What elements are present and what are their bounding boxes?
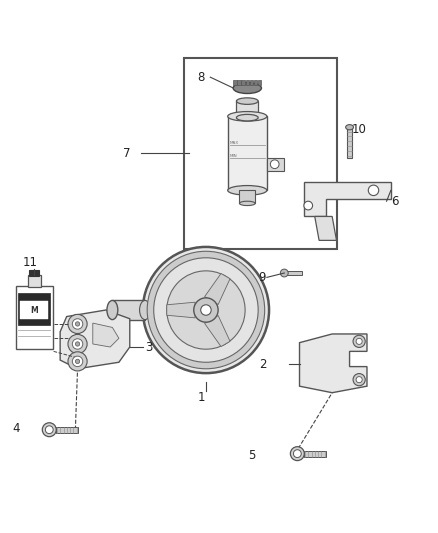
Text: 11: 11 <box>22 256 37 269</box>
Bar <box>237 80 241 85</box>
Circle shape <box>68 334 87 353</box>
Bar <box>228 116 267 190</box>
Circle shape <box>270 160 279 168</box>
Bar <box>28 275 41 287</box>
Bar <box>113 301 145 320</box>
Bar <box>241 80 245 85</box>
Polygon shape <box>60 310 130 369</box>
Circle shape <box>368 185 379 196</box>
Circle shape <box>154 258 258 362</box>
Circle shape <box>353 374 365 386</box>
Text: 3: 3 <box>145 341 152 353</box>
Circle shape <box>290 447 304 461</box>
Bar <box>258 80 261 85</box>
Text: 5: 5 <box>248 449 255 462</box>
Bar <box>347 127 352 158</box>
Bar <box>29 270 39 276</box>
Circle shape <box>304 201 313 210</box>
Bar <box>240 190 255 204</box>
Text: MIN: MIN <box>230 154 237 158</box>
Text: M: M <box>30 306 38 316</box>
Polygon shape <box>267 158 284 171</box>
Circle shape <box>143 247 269 373</box>
Circle shape <box>167 271 245 349</box>
Circle shape <box>293 450 301 457</box>
Ellipse shape <box>140 301 150 320</box>
Bar <box>304 450 326 457</box>
Circle shape <box>280 269 288 277</box>
Text: 2: 2 <box>259 358 266 371</box>
Bar <box>15 286 53 349</box>
Circle shape <box>75 322 80 326</box>
Text: 7: 7 <box>123 147 131 160</box>
Circle shape <box>75 342 80 346</box>
Circle shape <box>72 339 83 349</box>
Circle shape <box>72 356 83 367</box>
Bar <box>284 271 302 275</box>
Bar <box>20 301 48 319</box>
Polygon shape <box>300 334 367 393</box>
Bar <box>246 80 249 85</box>
Text: 1: 1 <box>198 391 205 403</box>
Ellipse shape <box>228 111 267 121</box>
Polygon shape <box>304 182 391 216</box>
Circle shape <box>201 305 211 315</box>
Bar <box>233 80 237 85</box>
Circle shape <box>353 335 365 348</box>
Circle shape <box>356 338 362 344</box>
Text: 8: 8 <box>197 71 205 84</box>
Circle shape <box>68 314 87 334</box>
Polygon shape <box>315 216 336 240</box>
Bar <box>250 80 253 85</box>
Ellipse shape <box>228 185 267 195</box>
Ellipse shape <box>237 98 258 104</box>
Bar <box>184 58 336 249</box>
Text: 10: 10 <box>352 123 367 136</box>
Circle shape <box>356 377 362 383</box>
Text: 4: 4 <box>13 422 21 435</box>
Circle shape <box>75 359 80 364</box>
Circle shape <box>147 251 265 369</box>
Circle shape <box>42 423 56 437</box>
Polygon shape <box>167 302 195 318</box>
Polygon shape <box>205 316 230 346</box>
Polygon shape <box>93 323 119 347</box>
Bar <box>254 80 257 85</box>
Text: MAX: MAX <box>230 141 239 144</box>
Circle shape <box>194 298 218 322</box>
Ellipse shape <box>233 83 261 93</box>
Ellipse shape <box>107 301 118 320</box>
Bar <box>237 101 258 118</box>
Bar <box>56 426 78 433</box>
Ellipse shape <box>346 125 353 130</box>
Text: 6: 6 <box>391 195 399 208</box>
Ellipse shape <box>237 115 258 121</box>
Polygon shape <box>205 273 230 304</box>
Text: 9: 9 <box>258 271 266 284</box>
Bar <box>18 293 50 325</box>
Circle shape <box>46 426 53 434</box>
Circle shape <box>72 319 83 329</box>
Circle shape <box>68 352 87 371</box>
Ellipse shape <box>240 201 255 206</box>
